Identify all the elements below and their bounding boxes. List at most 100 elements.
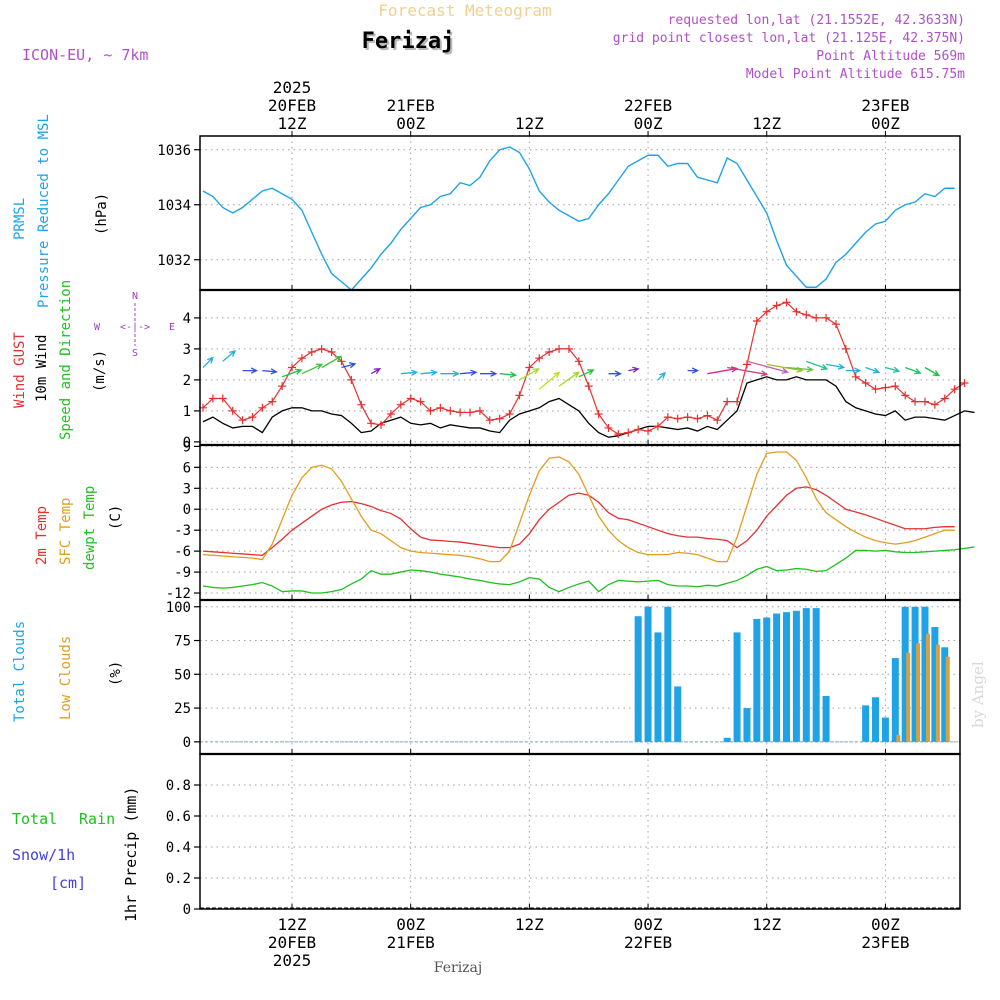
gust-marker xyxy=(584,382,593,391)
bottom-time-label: 12Z xyxy=(278,915,307,934)
gust-marker xyxy=(851,372,860,381)
top-time-label: 12Z xyxy=(515,114,544,133)
y-tick-label: 9 xyxy=(183,439,191,455)
compass-cross: <-|-> xyxy=(120,322,150,333)
bottom-time-label: 00Z xyxy=(871,915,900,934)
y-tick-label: 0.6 xyxy=(166,809,191,825)
gust-marker xyxy=(772,301,781,310)
gust-marker xyxy=(822,313,831,322)
gust-marker xyxy=(614,430,623,439)
wind-gust-label: Wind GUST xyxy=(12,332,28,408)
gust-marker xyxy=(535,354,544,363)
gust-marker xyxy=(545,348,554,356)
wind-arrow xyxy=(707,366,739,375)
sfc-temp-line xyxy=(202,451,955,563)
gust-marker xyxy=(446,406,455,415)
wind-arrow xyxy=(499,371,518,378)
gust-marker xyxy=(663,413,672,422)
gust-marker xyxy=(644,427,653,436)
total-clouds-label: Total Clouds xyxy=(12,621,28,722)
y-tick-label: 0 xyxy=(183,902,191,918)
wind-arrow xyxy=(687,367,700,374)
gust-marker xyxy=(466,408,475,417)
gust-marker xyxy=(901,391,910,400)
gust-marker xyxy=(248,413,257,422)
wind-arrow xyxy=(628,366,640,373)
total-cloud-bar xyxy=(753,618,761,742)
low-cloud-bar xyxy=(925,633,930,742)
panel-frame xyxy=(199,135,961,291)
wind-10m-line xyxy=(202,376,975,438)
wind-arrow xyxy=(786,366,814,373)
gust-marker xyxy=(347,375,356,384)
gust-marker xyxy=(406,394,415,403)
wind-arrow xyxy=(420,369,439,376)
bottom-time-label: 21FEB xyxy=(387,933,435,952)
precip-panel: 0 0.2 0.4 0.6 0.8 xyxy=(166,288,961,918)
location-title: Ferizaj xyxy=(362,29,455,54)
gust-marker xyxy=(485,416,494,425)
y-tick-label: 0 xyxy=(183,502,191,518)
precip-unit: 1hr Precip (mm) xyxy=(122,787,140,922)
y-tick-label: 1032 xyxy=(157,253,191,269)
gust-marker xyxy=(456,408,465,417)
y-tick-label: 3 xyxy=(183,342,191,358)
bottom-time-label: 23FEB xyxy=(861,933,909,952)
wind-arrow xyxy=(845,367,862,374)
temp-labels: 2m Temp SFC Temp dewpt Temp (C) xyxy=(34,486,124,570)
total-cloud-bar xyxy=(723,737,731,742)
total-cloud-bar xyxy=(634,616,642,742)
gust-marker xyxy=(564,344,573,353)
snow-label: Snow/1h xyxy=(12,846,75,864)
top-time-label: 20FEB xyxy=(268,96,316,115)
total-cloud-bar xyxy=(733,632,741,742)
prmsl-label: PRMSL xyxy=(12,198,28,240)
pressure-msl-label: Pressure Reduced to MSL xyxy=(36,114,52,308)
watermark: by Angel xyxy=(969,661,987,728)
gust-marker xyxy=(881,383,890,392)
top-time-label: 12Z xyxy=(752,114,781,133)
compass-n: N xyxy=(132,291,138,302)
y-tick-label: 1 xyxy=(183,404,191,420)
y-tick-label: 1036 xyxy=(157,143,191,159)
gust-marker xyxy=(703,411,712,420)
gust-marker xyxy=(574,357,583,366)
total-cloud-bar xyxy=(763,617,771,742)
gust-marker xyxy=(218,394,227,403)
temp-2m-line xyxy=(202,486,955,556)
snow-unit-label: [cm] xyxy=(50,874,86,892)
bottom-time-label: 12Z xyxy=(515,915,544,934)
pressure-unit: (hPa) xyxy=(94,193,110,235)
gust-marker xyxy=(723,397,732,406)
wind-labels: Wind GUST 10m Wind Speed and Direction (… xyxy=(12,280,175,440)
gust-marker xyxy=(337,357,346,366)
wind-arrow xyxy=(202,356,214,368)
total-cloud-bar xyxy=(941,647,949,742)
gust-marker xyxy=(792,307,801,316)
wind-10m-label: 10m Wind xyxy=(34,335,50,402)
wind-gust-line xyxy=(202,301,965,435)
temp-unit: (C) xyxy=(108,505,124,530)
low-clouds-label: Low Clouds xyxy=(58,636,74,720)
gust-marker xyxy=(307,348,316,356)
model-altitude: Model Point Altitude 615.75m xyxy=(746,67,965,82)
total-cloud-bar xyxy=(862,705,870,742)
wind-arrow xyxy=(538,371,561,390)
wind-arrow xyxy=(370,367,382,375)
gust-marker xyxy=(367,419,376,428)
gust-marker xyxy=(752,317,761,325)
panel-frame xyxy=(199,444,961,601)
y-tick-label: 0.4 xyxy=(166,840,191,856)
total-cloud-bar xyxy=(792,610,800,742)
wind-arrow xyxy=(519,368,540,381)
pressure-labels: PRMSL Pressure Reduced to MSL (hPa) xyxy=(12,114,110,308)
total-cloud-bar xyxy=(644,606,652,742)
gust-marker xyxy=(802,310,811,319)
gust-marker xyxy=(396,400,405,409)
y-tick-label: -12 xyxy=(166,586,191,602)
total-cloud-bar xyxy=(872,697,880,742)
gust-marker xyxy=(386,410,395,418)
